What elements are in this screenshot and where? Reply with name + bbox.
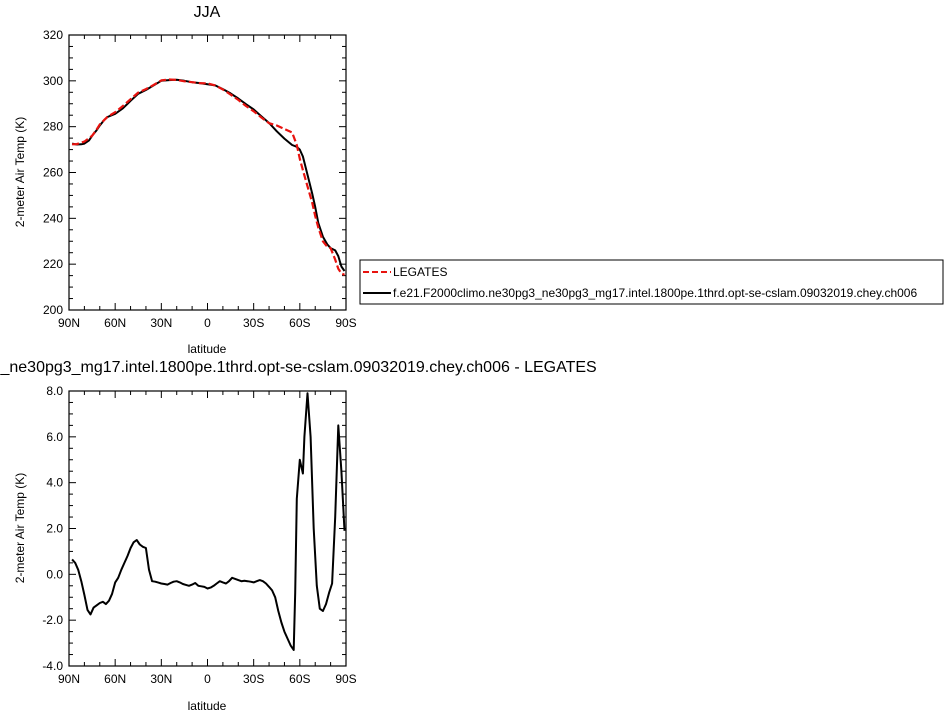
top-x-axis-label: latitude [188, 342, 227, 356]
top-x-tick-label: 60S [289, 316, 310, 330]
bottom-axis-ticks: 90N 60N 30N 0 30S 60S 90S 8.0 6.0 4.0 2.0 0.0 -2.0 -4… [42, 384, 356, 686]
bottom-y-tick-label: 8.0 [46, 384, 63, 398]
top-y-tick-label: 220 [43, 257, 63, 271]
bottom-series-lines [71, 392, 346, 651]
top-y-tick-label: 260 [43, 166, 63, 180]
bottom-x-tick-label: 90S [335, 672, 356, 686]
bottom-x-tick-label: 60S [289, 672, 310, 686]
legend: LEGATES f.e21.F2000climo.ne30pg3_ne30pg3_… [359, 259, 944, 305]
top-x-tick-label: 90N [58, 316, 80, 330]
bottom-y-tick-label: 6.0 [46, 430, 63, 444]
legend-label: LEGATES [393, 265, 447, 279]
top-x-tick-label: 30N [150, 316, 172, 330]
top-y-tick-label: 240 [43, 211, 63, 225]
bottom-y-tick-label: 0.0 [46, 567, 63, 581]
bottom-y-tick-label: -2.0 [42, 613, 63, 627]
bottom-series-line-model [71, 392, 346, 651]
bottom-x-tick-label: 0 [204, 672, 211, 686]
bottom-y-tick-label: -4.0 [42, 659, 63, 673]
bottom-panel-difference-chart: f.e21.F2000climo.ne30pg3_ne30pg3_mg17.in… [0, 359, 597, 713]
bottom-x-tick-label: 60N [104, 672, 126, 686]
top-y-tick-label: 300 [43, 74, 63, 88]
bottom-x-tick-label: 90N [58, 672, 80, 686]
legend-box [359, 259, 944, 305]
bottom-y-tick-label: 4.0 [46, 476, 63, 490]
legend-items: LEGATES f.e21.F2000climo.ne30pg3_ne30pg3_… [363, 265, 917, 300]
bottom-y-axis-label: 2-meter Air Temp (K) [13, 473, 27, 583]
top-y-tick-label: 200 [43, 303, 63, 317]
bottom-x-axis-label: latitude [188, 699, 227, 713]
bottom-y-tick-label: 2.0 [46, 522, 63, 536]
top-y-tick-label: 280 [43, 120, 63, 134]
top-x-tick-label: 30S [243, 316, 264, 330]
top-series-lines [71, 78, 346, 276]
top-x-tick-label: 90S [335, 316, 356, 330]
legend-label: f.e21.F2000climo.ne30pg3_ne30pg3_mg17.in… [393, 286, 917, 300]
top-x-tick-label: 0 [204, 316, 211, 330]
top-x-tick-label: 60N [104, 316, 126, 330]
bottom-chart-title: f.e21.F2000climo.ne30pg3_ne30pg3_mg17.in… [0, 359, 597, 376]
bottom-x-tick-label: 30S [243, 672, 264, 686]
bottom-x-tick-label: 30N [150, 672, 172, 686]
top-chart-title: JJA [194, 4, 221, 21]
top-series-line-legates [72, 78, 346, 276]
top-y-axis-label: 2-meter Air Temp (K) [13, 117, 27, 227]
top-panel-temperature-chart: JJA 90N 60N 30N 0 30S 60S 90S 320 300 280 260 240 22… [13, 4, 357, 356]
top-y-tick-label: 320 [43, 28, 63, 42]
top-axis-ticks: 90N 60N 30N 0 30S 60S 90S 320 300 280 260 240 220 200 [43, 28, 357, 330]
top-plot-frame [68, 34, 347, 311]
